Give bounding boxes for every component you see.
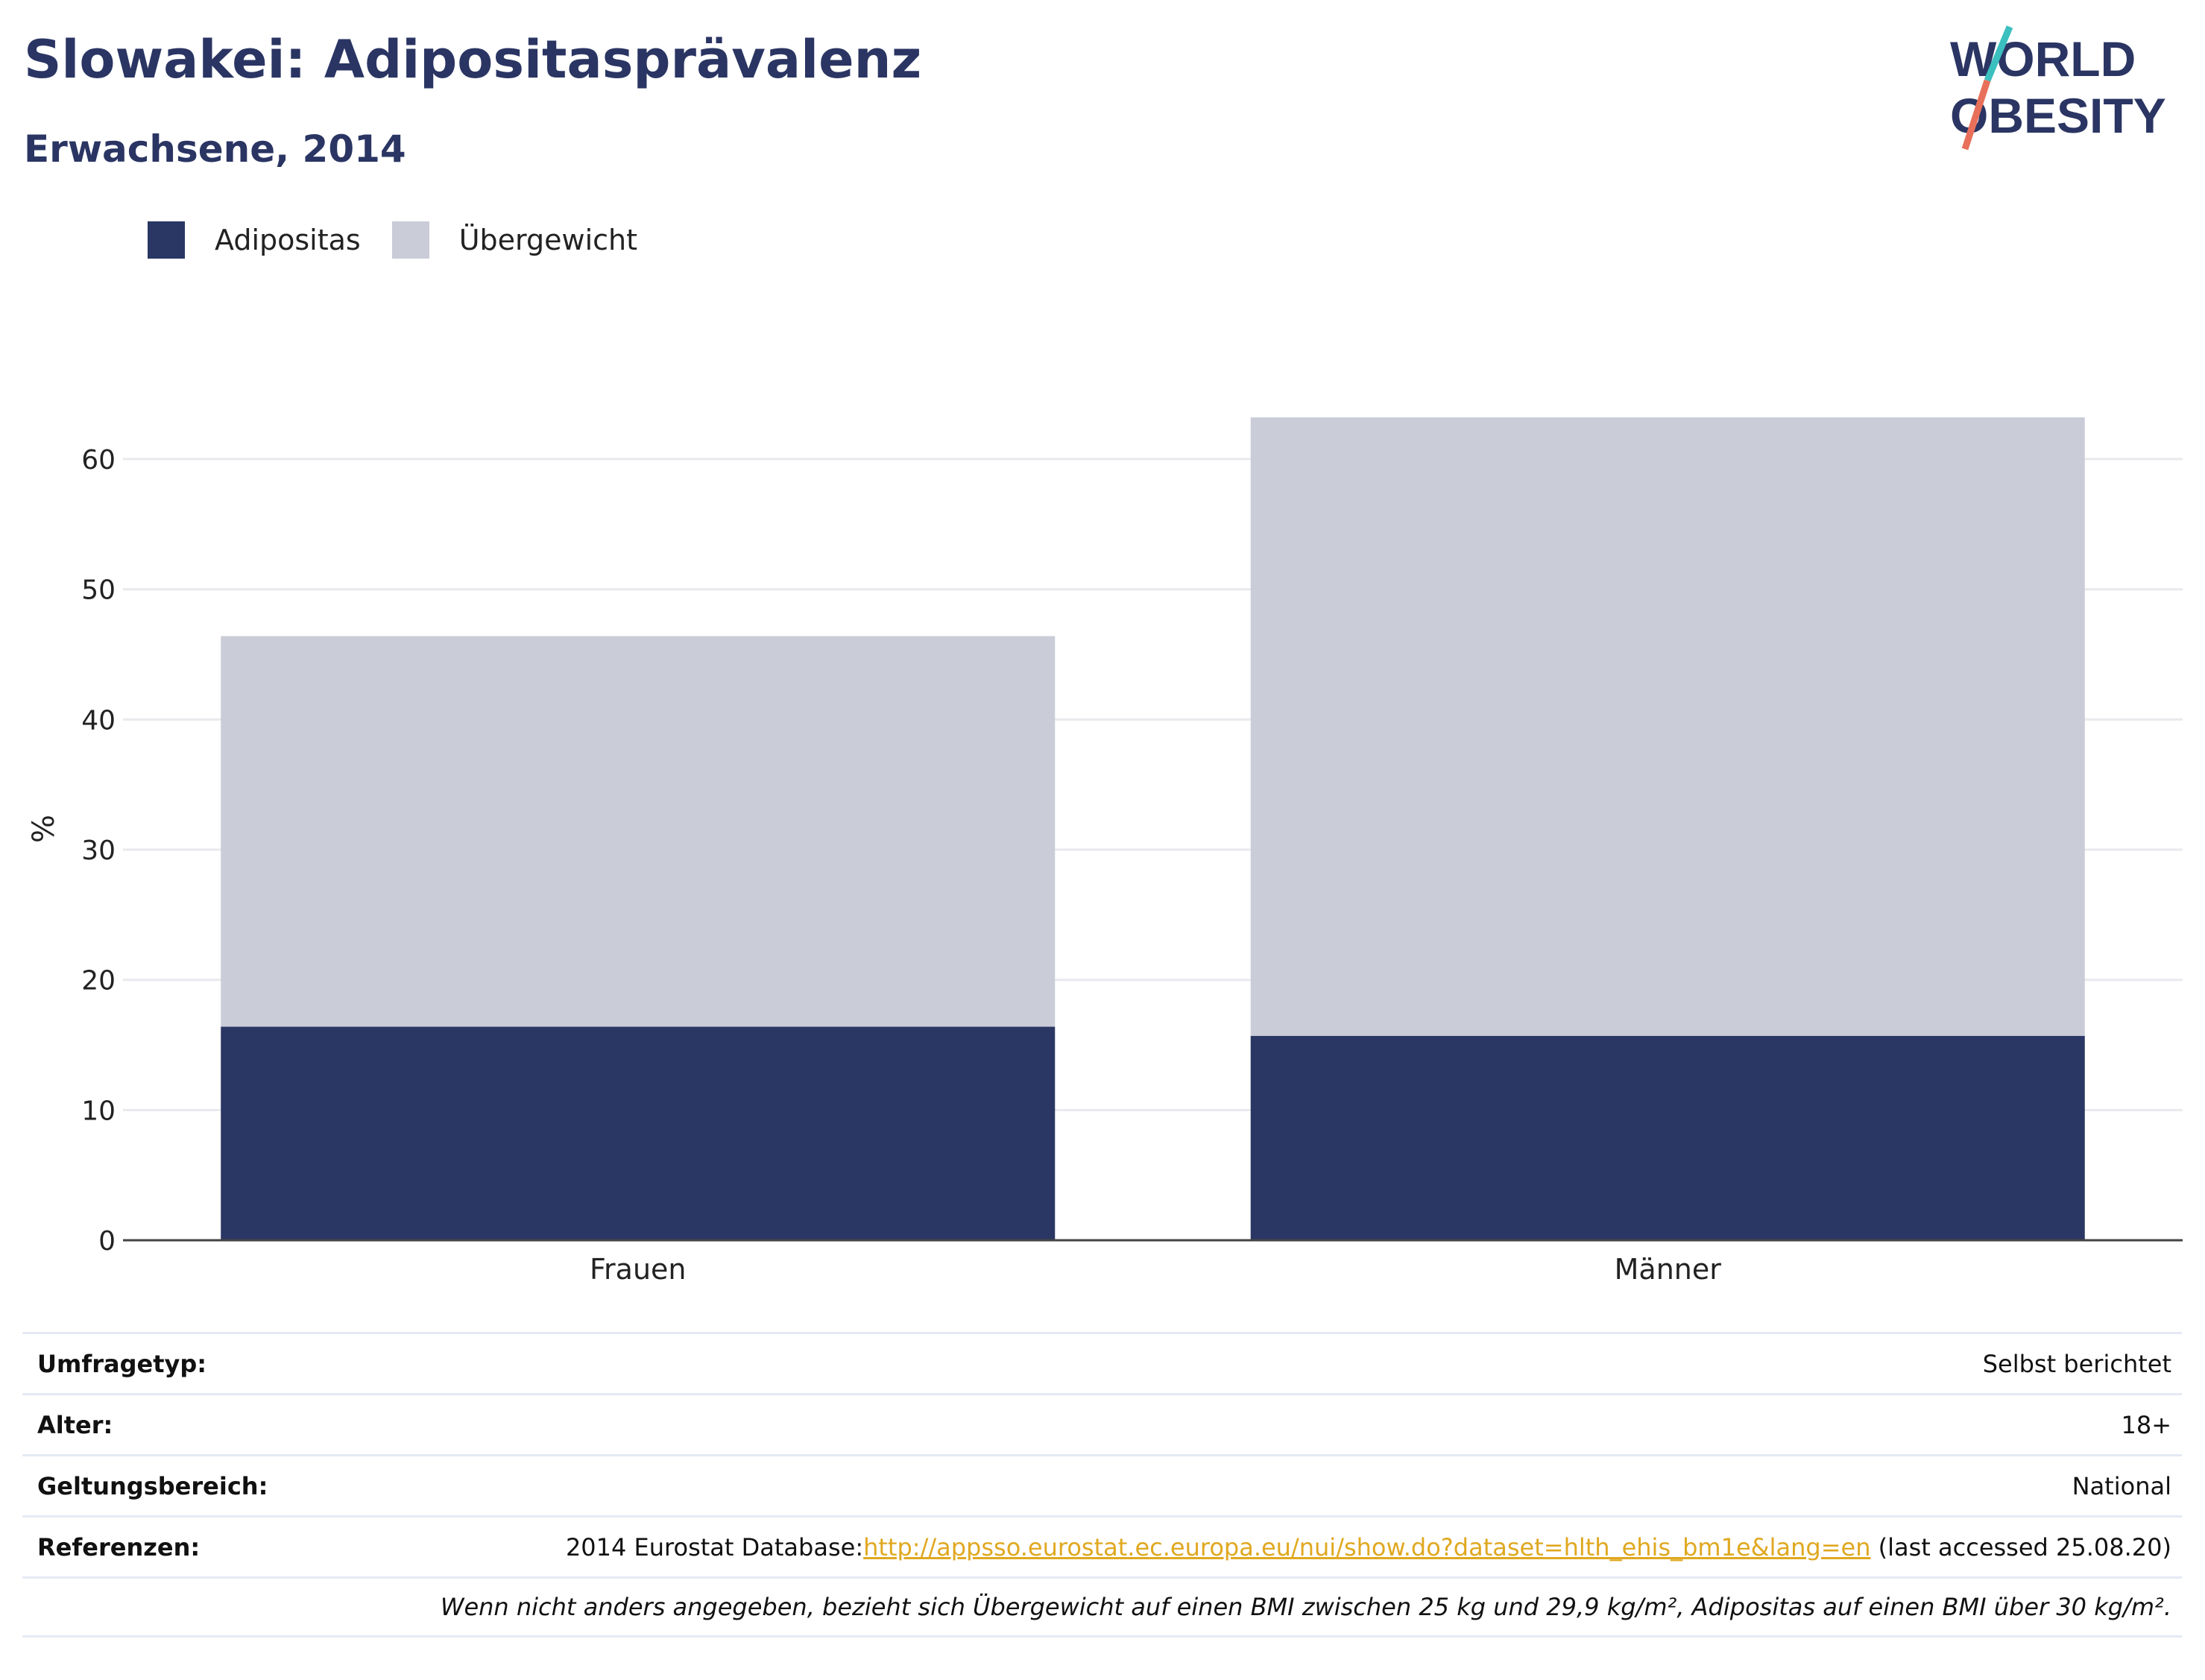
info-value: 18+: [2121, 1410, 2171, 1439]
y-tick-label: 40: [81, 705, 116, 736]
info-value: Selbst berichtet: [1982, 1349, 2171, 1378]
info-label: Referenzen:: [37, 1532, 201, 1561]
info-row-age: Alter: 18+: [22, 1393, 2182, 1454]
y-tick-label: 0: [98, 1226, 116, 1257]
info-value: National: [2072, 1471, 2171, 1500]
legend-item-uebergewicht[interactable]: Übergewicht: [391, 221, 637, 259]
logo-line1: WORLD: [1950, 31, 2136, 86]
reference-suffix: (last accessed 25.08.20): [1870, 1532, 2171, 1561]
axes: 0 10 20 30 40 50 60 Frauen Männer%: [27, 445, 2183, 1286]
chart-title: Slowakei: Adipositasprävalenz: [24, 29, 922, 90]
info-row-note: Wenn nicht anders angegeben, bezieht sic…: [22, 1576, 2182, 1638]
logo-slash-top: [1984, 25, 2013, 82]
world-obesity-logo: WORLD OBESITY: [1950, 25, 2166, 151]
x-tick-label: Männer: [1615, 1253, 1722, 1286]
info-row-references: Referenzen: 2014 Eurostat Database:http:…: [22, 1515, 2182, 1576]
info-label: Umfragetyp:: [37, 1349, 207, 1378]
chart-subtitle: Erwachsene, 2014: [24, 127, 406, 171]
bar-adipositas-0[interactable]: [221, 1026, 1056, 1240]
y-tick-label: 60: [81, 445, 116, 476]
stacked-bar-chart: 0 10 20 30 40 50 60 Frauen Männer%: [27, 417, 2183, 1286]
y-tick-label: 50: [81, 575, 116, 606]
definition-note: Wenn nicht anders angegeben, bezieht sic…: [440, 1593, 2171, 1621]
info-label: Alter:: [37, 1410, 113, 1439]
chart-legend: Adipositas Übergewicht: [148, 221, 669, 259]
legend-label-adipositas: Adipositas: [215, 224, 361, 256]
reference-prefix: 2014 Eurostat Database:: [565, 1532, 864, 1561]
y-tick-label: 30: [81, 836, 116, 866]
reference-link[interactable]: http://appsso.eurostat.ec.europa.eu/nui/…: [863, 1532, 1871, 1561]
bar-uebergewicht-0[interactable]: [221, 636, 1056, 1027]
reference-value: 2014 Eurostat Database:http://appsso.eur…: [566, 1533, 2171, 1561]
y-tick-label: 10: [81, 1096, 116, 1126]
x-tick-label: Frauen: [590, 1253, 687, 1286]
logo-line2: OBESITY: [1950, 88, 2166, 143]
legend-swatch-uebergewicht: [391, 221, 429, 259]
y-axis-label: %: [27, 815, 61, 843]
legend-swatch-adipositas: [148, 221, 185, 259]
y-tick-label: 20: [81, 966, 116, 997]
info-label: Geltungsbereich:: [37, 1471, 268, 1500]
bar-uebergewicht-1[interactable]: [1250, 417, 2085, 1036]
bar-adipositas-1[interactable]: [1250, 1035, 2085, 1240]
info-table: Umfragetyp: Selbst berichtet Alter: 18+ …: [22, 1332, 2182, 1638]
logo-slash-bottom: [1961, 79, 1991, 151]
info-row-survey-type: Umfragetyp: Selbst berichtet: [22, 1332, 2182, 1393]
bars: [221, 417, 2085, 1240]
legend-item-adipositas[interactable]: Adipositas: [148, 221, 361, 259]
legend-label-uebergewicht: Übergewicht: [458, 224, 637, 256]
info-row-scope: Geltungsbereich: National: [22, 1454, 2182, 1515]
